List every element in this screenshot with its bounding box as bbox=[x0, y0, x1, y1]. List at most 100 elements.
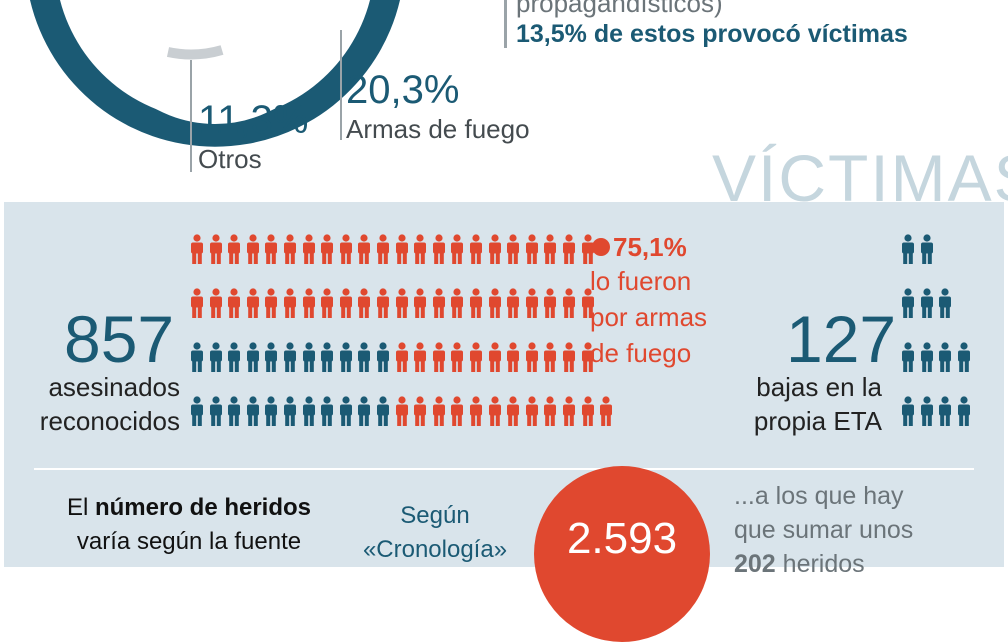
person-icon bbox=[542, 342, 558, 372]
person-icon bbox=[505, 288, 521, 318]
person-icon bbox=[301, 288, 317, 318]
person-icon bbox=[468, 288, 484, 318]
person-icon bbox=[449, 396, 465, 426]
person-icon bbox=[580, 288, 596, 318]
person-icon bbox=[919, 396, 935, 426]
red-dot-icon bbox=[592, 238, 610, 257]
person-icon bbox=[431, 342, 447, 372]
person-icon bbox=[189, 288, 205, 318]
person-icon bbox=[468, 396, 484, 426]
person-icon bbox=[208, 234, 224, 264]
asesinados-label-1: asesinados bbox=[48, 372, 180, 402]
person-icon bbox=[919, 342, 935, 372]
donut-ring bbox=[30, 0, 400, 147]
person-icon bbox=[226, 234, 242, 264]
person-icon bbox=[319, 396, 335, 426]
person-icon bbox=[900, 234, 916, 264]
person-icon bbox=[245, 234, 261, 264]
accent-bar bbox=[504, 0, 507, 48]
donut-gray-segment bbox=[166, 45, 224, 60]
person-icon bbox=[319, 288, 335, 318]
donut-chart bbox=[30, 0, 400, 172]
person-icon bbox=[900, 342, 916, 372]
person-icon bbox=[394, 234, 410, 264]
person-icon bbox=[282, 342, 298, 372]
person-icon bbox=[542, 234, 558, 264]
person-icon bbox=[356, 342, 372, 372]
person-icon bbox=[956, 396, 972, 426]
person-icon bbox=[542, 288, 558, 318]
person-icon bbox=[505, 396, 521, 426]
person-icon bbox=[431, 396, 447, 426]
person-icon bbox=[431, 234, 447, 264]
person-icon bbox=[431, 288, 447, 318]
person-icon bbox=[394, 342, 410, 372]
person-icon bbox=[226, 288, 242, 318]
person-icon bbox=[937, 396, 953, 426]
heridos-title-bold: número de heridos bbox=[94, 494, 312, 521]
person-icon bbox=[580, 396, 596, 426]
person-icon bbox=[301, 342, 317, 372]
label-armas-de-fuego: Armas de fuego bbox=[346, 114, 530, 144]
person-icon bbox=[301, 396, 317, 426]
person-icon bbox=[375, 234, 391, 264]
person-icon bbox=[189, 342, 205, 372]
person-icon bbox=[487, 342, 503, 372]
extra-rest: heridos bbox=[775, 550, 865, 578]
person-icon bbox=[208, 396, 224, 426]
person-icon bbox=[900, 396, 916, 426]
person-icon bbox=[338, 288, 354, 318]
person-icon bbox=[301, 234, 317, 264]
person-icon bbox=[919, 288, 935, 318]
person-icon bbox=[189, 396, 205, 426]
person-icon bbox=[375, 342, 391, 372]
asesinados-label-2: reconocidos bbox=[39, 406, 180, 436]
heridos-title-1: El número de heridos bbox=[44, 494, 334, 522]
person-icon bbox=[245, 342, 261, 372]
person-icon bbox=[542, 396, 558, 426]
person-icon bbox=[937, 288, 953, 318]
person-icon bbox=[282, 288, 298, 318]
person-icon bbox=[356, 234, 372, 264]
person-icon bbox=[561, 396, 577, 426]
person-icon bbox=[338, 396, 354, 426]
eta-number: 127 bbox=[786, 302, 897, 376]
person-icon bbox=[580, 342, 596, 372]
eta-label-2: propia ETA bbox=[753, 406, 882, 436]
person-icon bbox=[263, 396, 279, 426]
segun-line-1: Según bbox=[400, 502, 470, 529]
donut-inner-arc bbox=[91, 0, 339, 124]
person-icon bbox=[356, 288, 372, 318]
heridos-title-pre: El bbox=[66, 494, 95, 521]
text-victimas-pct: 13,5% de estos provocó víctimas bbox=[516, 20, 908, 48]
person-icon bbox=[394, 396, 410, 426]
person-icon bbox=[338, 342, 354, 372]
person-icon bbox=[449, 288, 465, 318]
person-icon bbox=[412, 342, 428, 372]
person-icon bbox=[245, 396, 261, 426]
person-icon bbox=[394, 288, 410, 318]
person-icon bbox=[505, 342, 521, 372]
person-icon bbox=[319, 234, 335, 264]
person-icon bbox=[598, 396, 614, 426]
person-icon bbox=[561, 342, 577, 372]
extra-bold-number: 202 bbox=[734, 550, 776, 578]
divider bbox=[34, 468, 974, 470]
leader-line-fuego bbox=[340, 30, 342, 140]
person-icon bbox=[356, 396, 372, 426]
person-icon bbox=[338, 234, 354, 264]
person-icon bbox=[449, 342, 465, 372]
person-icon bbox=[937, 342, 953, 372]
eta-label-1: bajas en la bbox=[756, 372, 882, 402]
person-icon bbox=[226, 342, 242, 372]
extra-line-3: 202 heridos bbox=[734, 550, 865, 579]
person-icon bbox=[412, 288, 428, 318]
person-icon bbox=[524, 342, 540, 372]
person-icon bbox=[282, 396, 298, 426]
person-icon bbox=[487, 234, 503, 264]
pct-armas-note: 75,1% bbox=[592, 232, 687, 263]
person-icon bbox=[263, 342, 279, 372]
leader-line-otros bbox=[190, 60, 192, 172]
person-icon bbox=[580, 234, 596, 264]
person-icon bbox=[524, 234, 540, 264]
